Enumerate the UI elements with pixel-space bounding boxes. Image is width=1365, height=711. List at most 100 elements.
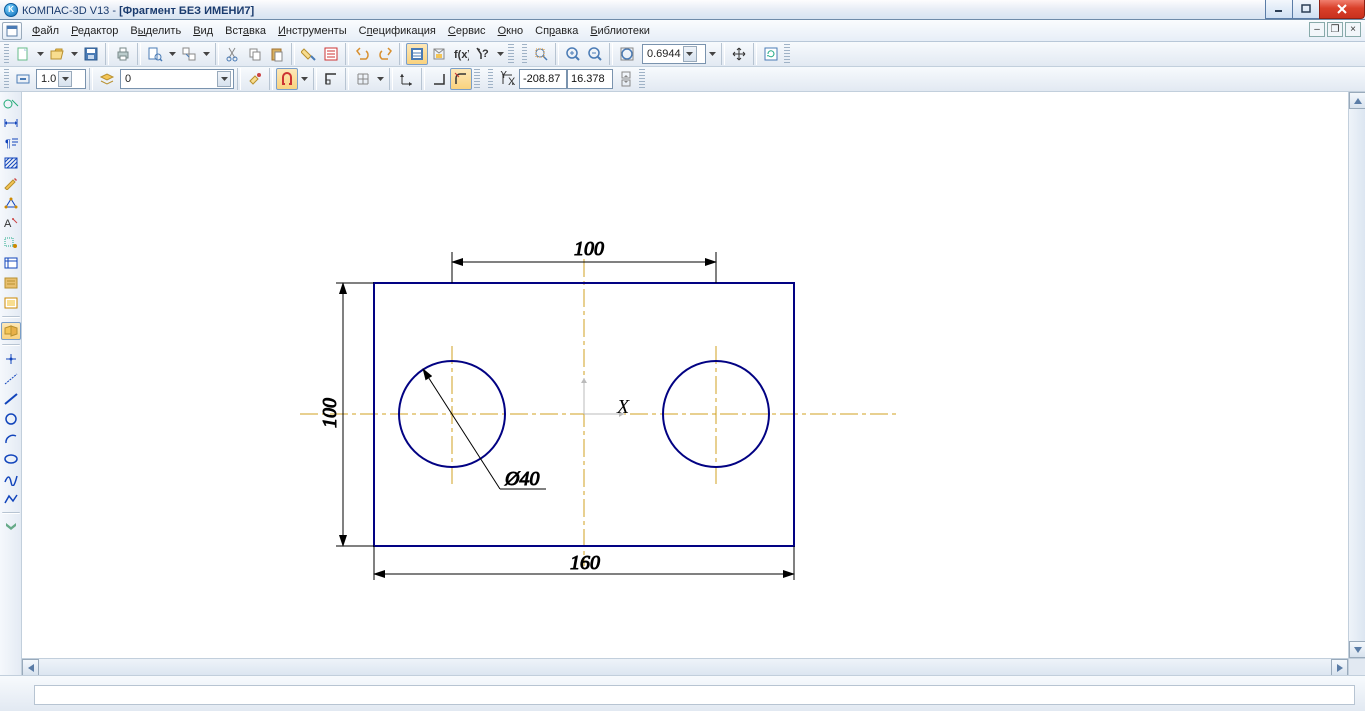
- scroll-down-button[interactable]: [1349, 641, 1365, 658]
- coord-x-field[interactable]: -208.87: [519, 69, 567, 89]
- local-cs-button[interactable]: [396, 68, 418, 90]
- round-button[interactable]: [450, 68, 472, 90]
- scroll-right-button[interactable]: [1331, 659, 1348, 675]
- reports-tool[interactable]: [1, 274, 21, 292]
- ellipse-tool[interactable]: [1, 450, 21, 468]
- mdi-minimize-button[interactable]: ‒: [1309, 22, 1325, 37]
- vertical-scrollbar[interactable]: [1348, 92, 1365, 658]
- library-button[interactable]: [428, 43, 450, 65]
- variables-button[interactable]: f(x): [450, 43, 472, 65]
- menu-window[interactable]: Окно: [492, 22, 530, 40]
- menu-tools[interactable]: Инструменты: [272, 22, 353, 40]
- cut-button[interactable]: [222, 43, 244, 65]
- polyline-tool[interactable]: [1, 490, 21, 508]
- menu-file[interactable]: Файл: [26, 22, 65, 40]
- insert-tool[interactable]: [1, 294, 21, 312]
- hatch-tool[interactable]: [1, 154, 21, 172]
- app-name: КОМПАС-3D V13: [22, 5, 109, 17]
- preview-button[interactable]: [144, 43, 166, 65]
- spec-tool[interactable]: [1, 254, 21, 272]
- grid-dropdown[interactable]: [374, 68, 386, 90]
- select2-tool[interactable]: [1, 234, 21, 252]
- copy-button[interactable]: [244, 43, 266, 65]
- spline-tool[interactable]: [1, 470, 21, 488]
- manager-button[interactable]: [406, 43, 428, 65]
- preview-dropdown[interactable]: [166, 43, 178, 65]
- svg-text:¶: ¶: [5, 138, 11, 150]
- open-button[interactable]: [46, 43, 68, 65]
- close-button[interactable]: [1319, 0, 1365, 19]
- measure-tool[interactable]: A: [1, 214, 21, 232]
- more-tools[interactable]: [1, 518, 21, 536]
- dimensions-tool[interactable]: [1, 114, 21, 132]
- horizontal-scrollbar[interactable]: [22, 658, 1348, 675]
- point-tool[interactable]: [1, 350, 21, 368]
- svg-text:X: X: [508, 76, 515, 87]
- parametrize-tool[interactable]: [1, 194, 21, 212]
- system-menu-icon[interactable]: [2, 22, 22, 40]
- toolbar-grip[interactable]: [4, 69, 9, 89]
- snap-button[interactable]: [276, 68, 298, 90]
- redo-button[interactable]: [374, 43, 396, 65]
- drawing-canvas[interactable]: X 100 160 100 Ø40: [22, 92, 1342, 652]
- geometry-tool[interactable]: [1, 94, 21, 112]
- aux-line-tool[interactable]: [1, 370, 21, 388]
- circle-tool[interactable]: [1, 410, 21, 428]
- toolbar-grip[interactable]: [4, 44, 9, 64]
- edit-tool[interactable]: [1, 174, 21, 192]
- views-tool[interactable]: [1, 322, 21, 340]
- menu-view[interactable]: Вид: [187, 22, 219, 40]
- refresh-button[interactable]: [760, 43, 782, 65]
- scroll-left-button[interactable]: [22, 659, 39, 675]
- line-tool[interactable]: [1, 390, 21, 408]
- new-dropdown[interactable]: [34, 43, 46, 65]
- toolbar-grip[interactable]: [488, 69, 493, 89]
- ortho-draw-button[interactable]: [428, 68, 450, 90]
- scroll-up-button[interactable]: [1349, 92, 1365, 109]
- zoom-out-button[interactable]: [584, 43, 606, 65]
- coord-y-field[interactable]: 16.378: [567, 69, 613, 89]
- coord-lock-button[interactable]: [615, 68, 637, 90]
- toolbar-grip[interactable]: [522, 44, 527, 64]
- undo-button[interactable]: [352, 43, 374, 65]
- paste-button[interactable]: [266, 43, 288, 65]
- print-button[interactable]: [112, 43, 134, 65]
- maximize-button[interactable]: [1292, 0, 1320, 19]
- minimize-button[interactable]: [1265, 0, 1293, 19]
- menu-insert[interactable]: Вставка: [219, 22, 272, 40]
- arc-tool[interactable]: [1, 430, 21, 448]
- format-painter-button[interactable]: [298, 43, 320, 65]
- grid-button[interactable]: [352, 68, 374, 90]
- pan-button[interactable]: [728, 43, 750, 65]
- annotations-tool[interactable]: ¶: [1, 134, 21, 152]
- layer-combo[interactable]: 0: [120, 69, 234, 89]
- menu-select[interactable]: Выделить: [124, 22, 187, 40]
- line-weight-combo[interactable]: 1.0: [36, 69, 86, 89]
- zoom-dropdown[interactable]: [706, 43, 718, 65]
- menu-spec[interactable]: Спецификация: [353, 22, 442, 40]
- menu-libs[interactable]: Библиотеки: [584, 22, 656, 40]
- zoom-fit-button[interactable]: [616, 43, 638, 65]
- ortho-button[interactable]: [320, 68, 342, 90]
- line-style-button[interactable]: [12, 68, 34, 90]
- save-button[interactable]: [80, 43, 102, 65]
- properties2-button[interactable]: [320, 43, 342, 65]
- layers-button[interactable]: [96, 68, 118, 90]
- menu-help[interactable]: Справка: [529, 22, 584, 40]
- menu-service[interactable]: Сервис: [442, 22, 492, 40]
- zoom-window-button[interactable]: [530, 43, 552, 65]
- properties-button[interactable]: [178, 43, 200, 65]
- open-dropdown[interactable]: [68, 43, 80, 65]
- mdi-restore-button[interactable]: ❐: [1327, 22, 1343, 37]
- zoom-combo[interactable]: 0.6944: [642, 44, 706, 64]
- new-button[interactable]: [12, 43, 34, 65]
- properties-dropdown[interactable]: [200, 43, 212, 65]
- help-button[interactable]: ?: [472, 43, 494, 65]
- zoom-in-button[interactable]: [562, 43, 584, 65]
- snap-dropdown[interactable]: [298, 68, 310, 90]
- style-paint-button[interactable]: [244, 68, 266, 90]
- help-dropdown[interactable]: [494, 43, 506, 65]
- coord-mode-button[interactable]: YX: [496, 68, 518, 90]
- mdi-close-button[interactable]: ×: [1345, 22, 1361, 37]
- menu-editor[interactable]: Редактор: [65, 22, 124, 40]
